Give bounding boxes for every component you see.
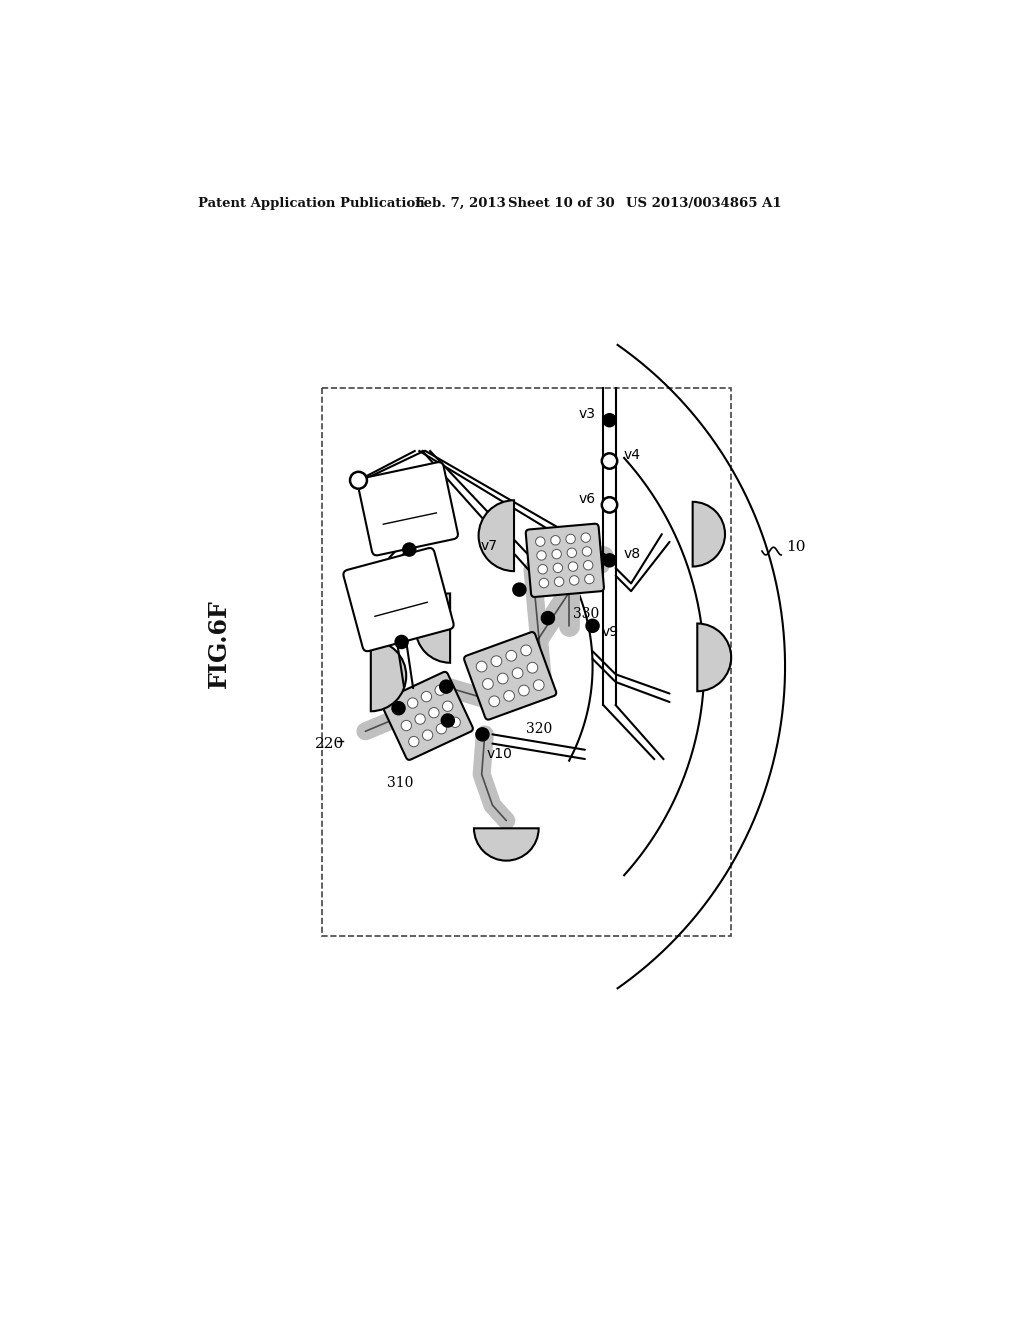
Circle shape [435, 685, 445, 696]
Circle shape [568, 562, 578, 572]
Wedge shape [416, 594, 451, 663]
Circle shape [409, 737, 419, 747]
Circle shape [537, 550, 546, 560]
Text: v8: v8 [624, 548, 640, 561]
Circle shape [476, 661, 487, 672]
Circle shape [536, 537, 545, 546]
Circle shape [506, 651, 517, 661]
Circle shape [423, 730, 433, 741]
Text: US 2013/0034865 A1: US 2013/0034865 A1 [626, 197, 781, 210]
Circle shape [488, 696, 500, 706]
Circle shape [450, 717, 461, 727]
Circle shape [393, 705, 404, 714]
Circle shape [392, 702, 406, 714]
Circle shape [551, 536, 560, 545]
Circle shape [553, 564, 562, 573]
Text: 220: 220 [314, 737, 344, 751]
FancyBboxPatch shape [525, 524, 604, 597]
Circle shape [421, 692, 431, 702]
Wedge shape [371, 640, 407, 711]
Circle shape [482, 678, 494, 689]
Circle shape [492, 656, 502, 667]
FancyBboxPatch shape [464, 632, 556, 719]
Circle shape [436, 723, 446, 734]
Text: 10: 10 [786, 540, 806, 554]
Circle shape [538, 565, 548, 574]
Circle shape [402, 543, 416, 556]
Circle shape [566, 535, 575, 544]
Text: v7: v7 [481, 539, 498, 553]
Circle shape [518, 685, 529, 696]
Text: 240: 240 [383, 593, 415, 614]
Text: v7: v7 [489, 553, 507, 568]
Circle shape [586, 619, 599, 632]
Text: v9: v9 [602, 624, 618, 639]
Text: Feb. 7, 2013: Feb. 7, 2013 [416, 197, 506, 210]
Circle shape [498, 673, 508, 684]
Text: v3: v3 [579, 407, 596, 421]
Circle shape [350, 471, 367, 488]
Text: 310: 310 [387, 776, 413, 789]
FancyBboxPatch shape [381, 672, 473, 760]
Circle shape [521, 645, 531, 656]
Circle shape [602, 498, 617, 512]
FancyBboxPatch shape [357, 462, 458, 556]
Circle shape [542, 611, 554, 624]
Text: 320: 320 [525, 722, 552, 737]
Circle shape [540, 578, 549, 587]
Text: FIG.6F: FIG.6F [207, 599, 231, 688]
Circle shape [476, 727, 489, 741]
Wedge shape [697, 623, 731, 692]
Circle shape [429, 708, 439, 718]
Circle shape [441, 714, 455, 727]
Wedge shape [692, 502, 725, 566]
Circle shape [583, 546, 592, 556]
Circle shape [552, 549, 561, 558]
Circle shape [395, 635, 409, 648]
Text: 250: 250 [392, 502, 424, 521]
Text: v4: v4 [624, 447, 640, 462]
Circle shape [401, 721, 412, 731]
Circle shape [603, 554, 616, 566]
Circle shape [567, 548, 577, 557]
Circle shape [504, 690, 514, 701]
Text: Sheet 10 of 30: Sheet 10 of 30 [508, 197, 614, 210]
Circle shape [581, 533, 591, 543]
Text: Patent Application Publication: Patent Application Publication [199, 197, 425, 210]
Circle shape [513, 583, 526, 597]
Text: v6: v6 [579, 492, 596, 506]
Bar [322, 388, 731, 936]
Circle shape [442, 701, 453, 711]
Text: v10: v10 [486, 747, 512, 760]
Circle shape [439, 680, 453, 693]
Wedge shape [478, 500, 514, 572]
Circle shape [512, 668, 523, 678]
FancyBboxPatch shape [343, 548, 454, 651]
Circle shape [534, 680, 544, 690]
Circle shape [527, 663, 538, 673]
Circle shape [415, 714, 425, 725]
Circle shape [569, 576, 579, 585]
Circle shape [584, 561, 593, 570]
Text: 330: 330 [572, 607, 599, 620]
Circle shape [585, 574, 594, 583]
Circle shape [408, 698, 418, 709]
Circle shape [603, 413, 616, 426]
Wedge shape [474, 829, 539, 861]
Circle shape [554, 577, 564, 586]
Circle shape [602, 453, 617, 469]
